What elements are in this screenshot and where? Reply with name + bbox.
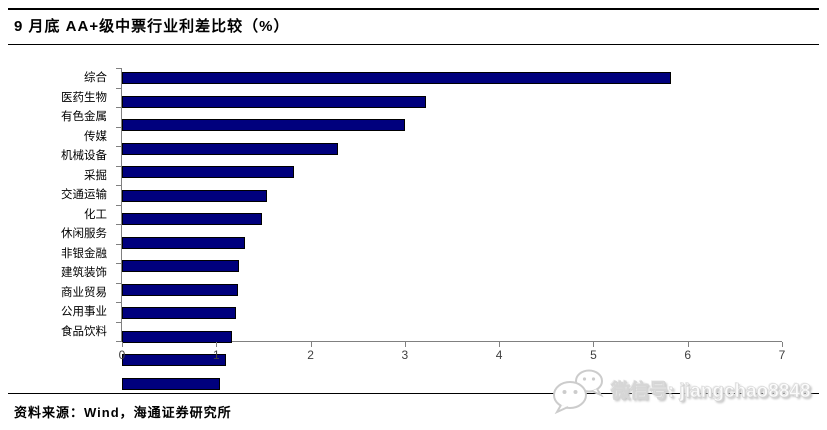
y-axis-tick: [116, 224, 121, 225]
bar-row-13: [122, 377, 782, 398]
bar-row-12: [122, 354, 782, 374]
y-axis-tick: [116, 87, 121, 89]
x-tick-label-2: 2: [307, 348, 314, 362]
bar-12: [122, 354, 226, 366]
bottom-rule: [8, 393, 819, 394]
y-axis-tick: [116, 146, 121, 147]
category-label-5: 采掘: [84, 167, 107, 182]
bar-row-3: [122, 142, 782, 163]
category-label-8: 休闲服务: [61, 226, 107, 240]
x-tick-label-6: 6: [684, 348, 692, 362]
bar-13: [122, 377, 221, 390]
category-label-12: 公用事业: [61, 304, 107, 318]
category-label-6: 交通运输: [61, 187, 107, 201]
top-rule: [8, 8, 819, 10]
bar-9: [122, 283, 239, 296]
category-label-10: 建筑装饰: [61, 265, 107, 279]
y-axis-tick: [116, 165, 121, 167]
y-axis-tick: [116, 204, 121, 206]
category-label-13: 食品饮料: [61, 323, 107, 338]
y-axis-tick: [116, 321, 121, 323]
wechat-icon: [553, 369, 604, 414]
bar-row-10: [122, 307, 782, 327]
bar-10: [122, 307, 237, 319]
category-label-11: 商业贸易: [61, 284, 107, 299]
chart-title: 9 月底 AA+级中票行业利差比较（%）: [14, 18, 290, 35]
category-label-0: 综合: [84, 70, 107, 84]
bar-row-7: [122, 236, 782, 257]
bar-2: [122, 119, 405, 131]
bar-row-8: [122, 260, 782, 280]
x-tick-label-5: 5: [590, 348, 597, 362]
bar-3: [122, 142, 339, 155]
category-label-9: 非银金融: [61, 245, 107, 260]
y-axis-tick: [116, 68, 121, 69]
category-label-4: 机械设备: [61, 148, 107, 162]
bar-11: [122, 330, 233, 343]
bar-8: [122, 260, 240, 272]
bar-row-0: [122, 72, 782, 92]
bar-1: [122, 95, 426, 108]
x-axis-tick: [687, 342, 689, 347]
bar-row-11: [122, 330, 782, 351]
source-note: 资料来源：Wind，海通证券研究所: [14, 405, 232, 420]
x-tick-label-4: 4: [495, 348, 503, 362]
bar-row-1: [122, 95, 782, 116]
x-tick-label-3: 3: [401, 348, 409, 362]
x-axis-tick: [310, 342, 312, 347]
x-axis-tick: [216, 342, 218, 347]
x-tick-label-1: 1: [212, 348, 220, 362]
y-axis-tick: [116, 185, 121, 186]
bar-row-9: [122, 283, 782, 304]
category-labels: 综合医药生物有色金属传媒机械设备采掘交通运输化工休闲服务非银金融建筑装饰商业贸易…: [0, 68, 114, 341]
bar-row-6: [122, 213, 782, 233]
x-tick-label-0: 0: [118, 348, 126, 362]
bar-5: [122, 189, 268, 202]
watermark: 微信号: jiangchao8848: [545, 366, 827, 416]
bar-row-2: [122, 119, 782, 139]
category-label-2: 有色金属: [61, 109, 107, 123]
y-axis-tick: [116, 263, 121, 264]
plot-area: 0 1 2 3 4 5 6 7: [116, 68, 785, 390]
bar-row-4: [122, 166, 782, 186]
x-axis-tick: [782, 342, 783, 347]
bar-6: [122, 213, 262, 225]
y-axis-tick: [116, 243, 121, 245]
x-axis-tick: [593, 342, 595, 347]
category-label-1: 医药生物: [61, 89, 107, 104]
y-axis-tick: [116, 341, 121, 342]
bar-row-5: [122, 189, 782, 210]
x-tick-label-7: 7: [778, 348, 786, 362]
y-axis-tick: [116, 107, 121, 108]
bar-0: [122, 72, 671, 84]
category-label-3: 传媒: [84, 128, 107, 143]
title-divider-rule: [8, 44, 819, 45]
x-axis-tick: [122, 342, 123, 347]
bar-4: [122, 166, 294, 178]
y-axis-tick: [116, 302, 121, 303]
x-axis-tick: [499, 342, 501, 347]
category-label-7: 化工: [84, 206, 107, 221]
y-axis-tick: [116, 126, 121, 128]
x-axis-tick: [404, 342, 406, 347]
bar-7: [122, 236, 245, 249]
y-axis-tick: [116, 282, 121, 284]
watermark-label: 微信号: jiangchao8848: [611, 381, 811, 403]
